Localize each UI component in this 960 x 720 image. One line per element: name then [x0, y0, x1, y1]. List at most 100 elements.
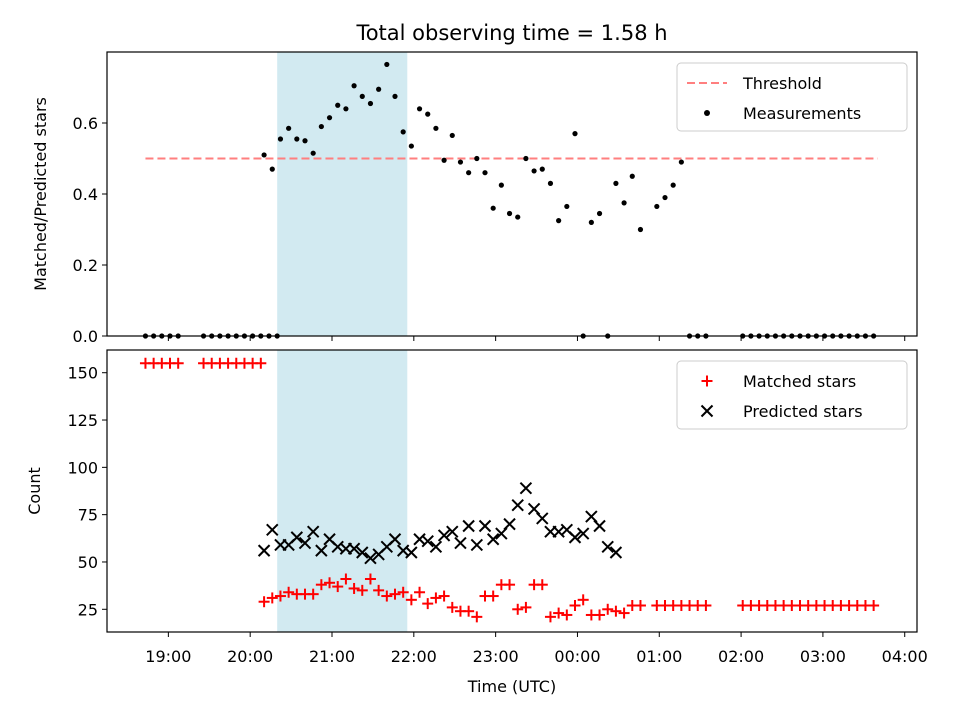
matched-star-point [512, 603, 524, 615]
x-tick-label: 01:00 [636, 647, 682, 666]
predicted-star-point [511, 498, 524, 512]
top-y-axis: 0.0 0.2 0.4 0.6 [73, 114, 107, 346]
x-b [405, 546, 418, 559]
matched-star-point [348, 582, 360, 594]
predicted-star-point [347, 542, 361, 555]
x-b [323, 533, 336, 546]
y-tick-label: 0.2 [73, 256, 98, 275]
matched-star-point [577, 594, 589, 606]
matched-star-point [324, 577, 336, 589]
y-tick-label: 0.0 [73, 327, 98, 346]
measurement-point [310, 150, 316, 156]
bottom-axes-frame [106, 349, 918, 633]
measurement-point [621, 200, 627, 206]
matched-star-point [618, 607, 630, 619]
x-tick-label: 23:00 [473, 647, 519, 666]
measurement-point [678, 159, 684, 165]
measurement-point [457, 159, 464, 165]
predicted-star-point [257, 544, 271, 557]
x-b [446, 525, 459, 538]
bottom-panel: 25 50 75 100 125 150 19:00 20:00 21:00 22:00 23:0… [25, 349, 928, 696]
x-b [306, 525, 320, 538]
legend-matched-swatch [701, 375, 713, 387]
measurement-point [277, 136, 284, 142]
measurement-point [343, 106, 349, 112]
matched-star-point [610, 605, 622, 617]
x-b [429, 540, 443, 554]
matched-star-point [315, 579, 327, 591]
matched-star-point [430, 592, 442, 604]
x-b [462, 519, 475, 533]
y-tick-label: 150 [67, 364, 98, 383]
matched-star-point [373, 584, 385, 596]
measurement-point [572, 131, 578, 137]
measurement-point [367, 100, 374, 107]
measurement-point [376, 86, 382, 92]
bottom-x-axis: 19:00 20:00 21:00 22:00 23:00 00:00 01:00 02:00… [145, 632, 928, 666]
predicted-star-point [266, 523, 279, 537]
measurement-point [506, 210, 513, 217]
matched-star-point [700, 600, 712, 612]
matched-star-point [389, 588, 401, 600]
measurement-point [547, 180, 554, 186]
bottom-legend: Matched stars Predicted stars [676, 360, 908, 430]
x-b [527, 502, 541, 516]
predicted-star-point [364, 551, 377, 565]
matched-star-point [634, 600, 646, 612]
bottom-y-axis-label: Count [25, 467, 44, 515]
legend-box [676, 62, 908, 132]
matched-star-point [258, 596, 270, 608]
matched-star-point [356, 584, 368, 596]
matched-star-point [487, 590, 499, 602]
x-b [536, 512, 549, 525]
legend-box [676, 360, 908, 430]
x-tick-label: 02:00 [718, 647, 764, 666]
matched-star-point [520, 601, 532, 613]
measurement-point [286, 125, 292, 131]
predicted-star-point [356, 546, 369, 559]
measurement-point [629, 173, 635, 179]
x-b [560, 523, 574, 537]
predicted-star-point [478, 519, 492, 533]
matched-star-point [381, 590, 393, 602]
predicted-star-point [568, 531, 582, 544]
predicted-star-point [576, 527, 590, 540]
x-tick-label: 22:00 [391, 647, 437, 666]
measurement-point [449, 132, 455, 139]
measurement-point [637, 226, 644, 233]
predicted-star-point [536, 512, 549, 525]
measurement-point [482, 170, 488, 176]
y-tick-label: 0.4 [73, 185, 98, 204]
x-b [437, 529, 451, 542]
matched-star-point [438, 590, 450, 602]
measurement-point [498, 182, 504, 188]
x-b [290, 531, 304, 544]
matched-star-point [553, 607, 565, 619]
measurement-point [441, 157, 447, 163]
measurement-point [490, 205, 496, 211]
legend-predicted-swatch [700, 404, 714, 418]
x-b [585, 510, 598, 523]
matched-star-point [544, 611, 556, 623]
matched-star-point [504, 579, 516, 591]
predicted-star-point [593, 519, 606, 533]
matched-star-point [397, 586, 409, 598]
matched-star-point [332, 581, 344, 593]
predicted-star-point [519, 481, 533, 495]
x-tick-label: 00:00 [554, 647, 600, 666]
x-b [503, 517, 516, 531]
top-y-axis-label: Matched/Predicted stars [31, 97, 50, 291]
bottom-plot-area [139, 357, 880, 623]
measurement-point [425, 111, 431, 117]
matched-star-point [594, 609, 606, 621]
x-b [552, 525, 565, 538]
x-b [486, 533, 500, 546]
legend-label: Measurements [743, 104, 861, 123]
measurement-point [531, 168, 537, 174]
x-tick-label: 19:00 [145, 647, 191, 666]
top-x-axis [167, 336, 906, 341]
legend-label: Matched stars [743, 372, 856, 391]
predicted-star-point [601, 540, 614, 554]
measurement-point [662, 194, 668, 201]
matched-star-point [561, 609, 573, 621]
